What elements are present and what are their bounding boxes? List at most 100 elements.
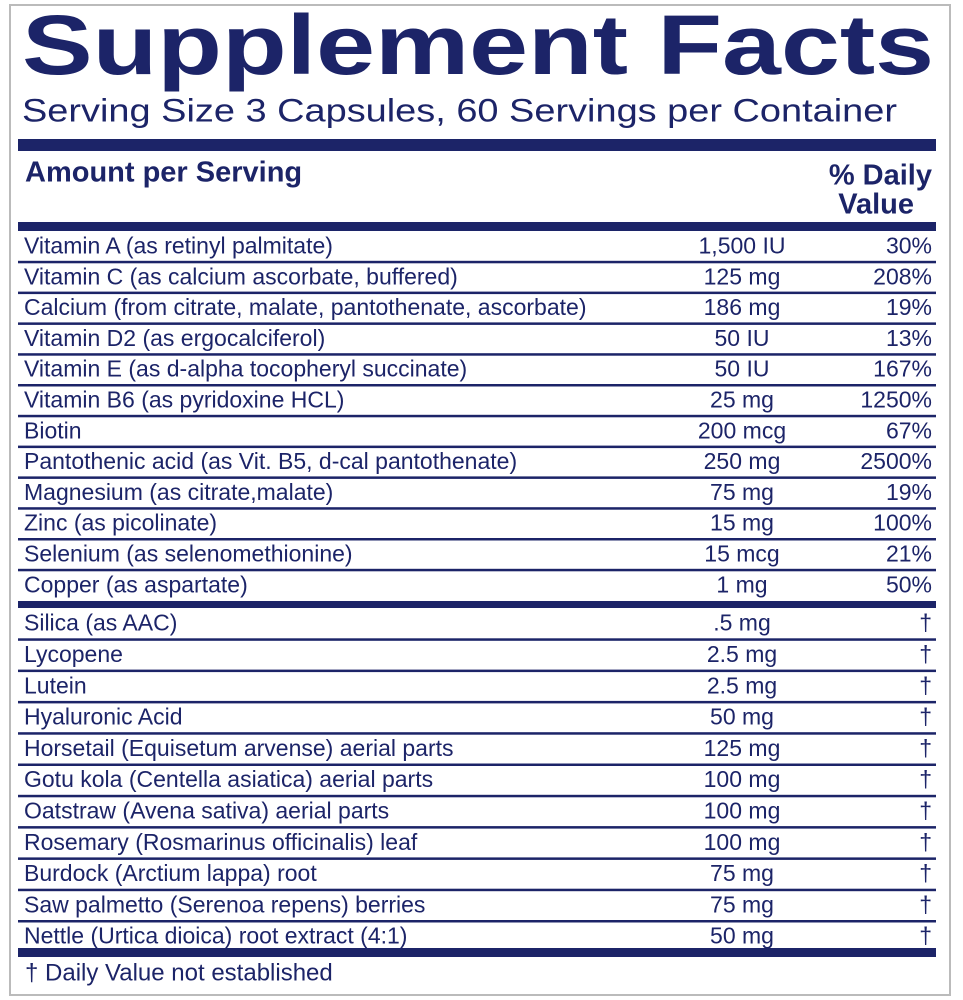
ingredient-name: Lycopene [24, 641, 123, 667]
ingredient-amount: 2.5 mg [707, 672, 777, 698]
row-rule [18, 763, 936, 766]
ingredient-name: Copper (as aspartate) [24, 571, 248, 597]
ingredient-daily-value: 208% [873, 263, 932, 289]
thick-rule [18, 601, 936, 608]
footnote: † Daily Value not established [25, 959, 333, 986]
ingredient-name: Biotin [24, 417, 82, 443]
row-rule [18, 384, 936, 387]
ingredient-amount: 125 mg [704, 263, 781, 289]
ingredient-name: Vitamin A (as retinyl palmitate) [24, 232, 333, 258]
title: Supplement Facts [22, 0, 934, 92]
row-rule [18, 700, 936, 704]
ingredient-daily-value: † [919, 923, 932, 949]
row-rule [18, 322, 936, 325]
ingredient-name: Magnesium (as citrate,malate) [24, 479, 333, 505]
row-rule [18, 538, 936, 541]
label-border [9, 4, 951, 996]
thick-rule [18, 139, 936, 151]
ingredient-daily-value: 167% [873, 356, 932, 382]
ingredient-amount: 2.5 mg [707, 641, 777, 667]
ingredient-amount: 75 mg [710, 891, 774, 917]
ingredient-amount: 125 mg [704, 735, 781, 761]
ingredient-name: Pantothenic acid (as Vit. B5, d-cal pant… [24, 448, 517, 474]
ingredient-daily-value: 2500% [860, 448, 932, 474]
ingredient-amount: 100 mg [704, 766, 781, 792]
ingredient-daily-value: † [919, 798, 932, 824]
row-rule [18, 669, 936, 673]
ingredient-amount: .5 mg [713, 610, 771, 636]
ingredient-name: Hyaluronic Acid [24, 704, 183, 730]
row-rule [18, 414, 936, 418]
ingredient-amount: 25 mg [710, 386, 774, 412]
ingredient-daily-value: 21% [886, 540, 932, 566]
ingredient-name: Horsetail (Equisetum arvense) aerial par… [24, 735, 454, 761]
ingredient-daily-value: † [919, 735, 932, 761]
row-rule [18, 888, 936, 892]
ingredient-amount: 50 mg [710, 704, 774, 730]
ingredient-amount: 75 mg [710, 479, 774, 505]
row-rule [18, 732, 936, 735]
row-rule [18, 857, 936, 860]
serving-size: Serving Size 3 Capsules, 60 Servings per… [22, 92, 897, 128]
ingredient-daily-value: † [919, 766, 932, 792]
row-rule [18, 353, 936, 356]
row-rule [18, 291, 936, 295]
ingredient-name: Vitamin C (as calcium ascorbate, buffere… [24, 263, 458, 289]
ingredient-daily-value: 13% [886, 325, 932, 351]
ingredient-daily-value: 1250% [860, 386, 932, 412]
ingredient-daily-value: † [919, 891, 932, 917]
ingredient-daily-value: 67% [886, 417, 932, 443]
row-rule [18, 476, 936, 479]
ingredient-amount: 75 mg [710, 860, 774, 886]
ingredient-amount: 186 mg [704, 294, 781, 320]
ingredient-amount: 1,500 IU [699, 232, 786, 258]
ingredient-daily-value: † [919, 704, 932, 730]
daily-value-header: Value [838, 189, 914, 221]
row-rule [18, 507, 936, 510]
ingredient-name: Vitamin E (as d-alpha tocopheryl succina… [24, 356, 467, 382]
ingredient-daily-value: 19% [886, 479, 932, 505]
ingredient-name: Gotu kola (Centella asiatica) aerial par… [24, 766, 433, 792]
ingredient-name: Rosemary (Rosmarinus officinalis) leaf [24, 829, 418, 855]
ingredient-name: Zinc (as picolinate) [24, 510, 217, 536]
ingredient-amount: 50 IU [715, 356, 770, 382]
ingredient-name: Nettle (Urtica dioica) root extract (4:1… [24, 923, 407, 949]
ingredient-daily-value: † [919, 860, 932, 886]
row-rule [18, 794, 936, 798]
ingredient-amount: 50 IU [715, 325, 770, 351]
ingredient-amount: 1 mg [716, 571, 767, 597]
ingredient-daily-value: † [919, 672, 932, 698]
row-rule [18, 920, 936, 923]
row-rule [18, 826, 936, 829]
ingredient-amount: 15 mg [710, 510, 774, 536]
ingredient-name: Selenium (as selenomethionine) [24, 540, 353, 566]
row-rule [18, 568, 936, 572]
ingredient-name: Oatstraw (Avena sativa) aerial parts [24, 798, 389, 824]
ingredient-amount: 100 mg [704, 798, 781, 824]
ingredient-name: Vitamin B6 (as pyridoxine HCL) [24, 386, 344, 412]
ingredient-daily-value: 100% [873, 510, 932, 536]
ingredient-amount: 50 mg [710, 923, 774, 949]
ingredient-name: Saw palmetto (Serenoa repens) berries [24, 891, 425, 917]
ingredient-daily-value: † [919, 610, 932, 636]
ingredient-name: Vitamin D2 (as ergocalciferol) [24, 325, 325, 351]
daily-value-header: % Daily [829, 160, 932, 192]
ingredient-amount: 15 mcg [704, 540, 779, 566]
ingredient-daily-value: 19% [886, 294, 932, 320]
ingredient-name: Lutein [24, 672, 87, 698]
ingredient-daily-value: 30% [886, 232, 932, 258]
ingredient-daily-value: 50% [886, 571, 932, 597]
row-rule [18, 638, 936, 641]
row-rule [18, 445, 936, 449]
ingredient-name: Burdock (Arctium lappa) root [24, 860, 317, 886]
ingredient-amount: 250 mg [704, 448, 781, 474]
thick-rule [18, 948, 936, 957]
thick-rule [18, 222, 936, 231]
ingredient-name: Calcium (from citrate, malate, pantothen… [24, 294, 586, 320]
ingredient-name: Silica (as AAC) [24, 610, 177, 636]
ingredient-daily-value: † [919, 829, 932, 855]
ingredient-daily-value: † [919, 641, 932, 667]
row-rule [18, 260, 936, 264]
ingredient-amount: 200 mcg [698, 417, 786, 443]
